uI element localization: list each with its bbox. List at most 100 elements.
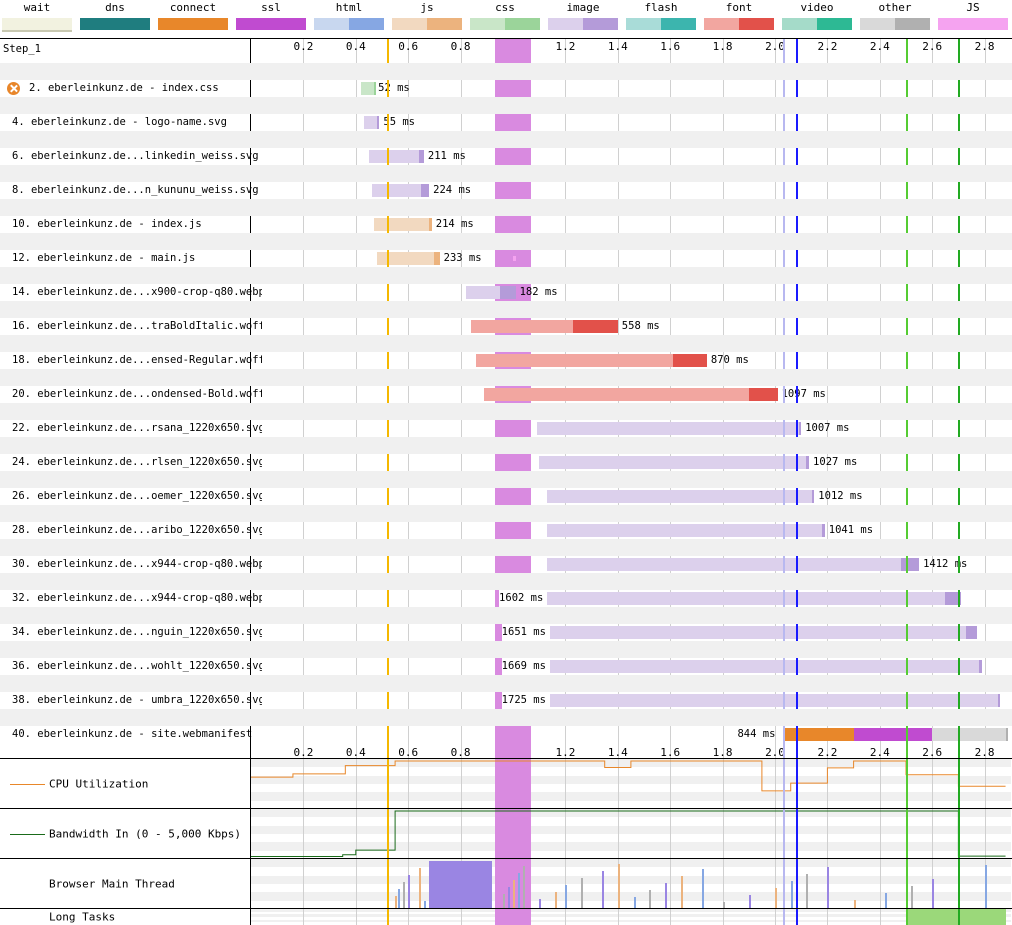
main-thread-spike bbox=[649, 890, 652, 909]
gridline bbox=[879, 809, 881, 859]
dom-content-loaded-marker bbox=[795, 859, 798, 909]
request-label[interactable]: 6. eberleinkunz.de...linkedin_weiss.svg bbox=[12, 150, 259, 162]
gridline bbox=[565, 909, 567, 925]
row-background bbox=[0, 573, 1012, 590]
legend-swatch bbox=[548, 18, 618, 30]
axis-tick-top: 0.8 bbox=[450, 40, 471, 53]
request-label[interactable]: 16. eberleinkunz.de...traBoldItalic.woff bbox=[12, 320, 262, 332]
main-thread-spike bbox=[565, 885, 568, 909]
legend-swatch bbox=[314, 18, 384, 30]
main-thread-spike bbox=[932, 879, 935, 909]
request-label[interactable]: 24. eberleinkunz.de...rlsen_1220x650.svg bbox=[12, 456, 262, 468]
gridline bbox=[617, 809, 619, 859]
main-thread-spike bbox=[617, 864, 620, 909]
gridline bbox=[984, 809, 986, 859]
axis-tick-top: 0.4 bbox=[345, 40, 366, 53]
gridline bbox=[722, 809, 724, 859]
gridline bbox=[355, 859, 357, 909]
request-bar-wait bbox=[476, 354, 673, 367]
request-label[interactable]: 2. eberleinkunz.de - index.css bbox=[29, 82, 219, 94]
request-duration: 1097 ms bbox=[781, 388, 826, 400]
main-thread-spike bbox=[911, 886, 914, 909]
request-bar-wait bbox=[536, 422, 799, 435]
legend-swatch-left bbox=[80, 18, 115, 30]
request-bar-wait bbox=[465, 286, 500, 299]
panel-band bbox=[251, 775, 1011, 784]
request-label[interactable]: 10. eberleinkunz.de - index.js bbox=[12, 218, 202, 230]
gridline bbox=[408, 909, 410, 925]
gridline bbox=[617, 759, 619, 809]
main-thread-spike bbox=[664, 883, 667, 909]
request-label[interactable]: 40. eberleinkunz.de - site.webmanifest bbox=[12, 728, 253, 740]
request-label[interactable]: 38. eberleinkunz.de - umbra_1220x650.svg bbox=[12, 694, 262, 706]
gridline bbox=[617, 909, 619, 925]
main-thread-spike bbox=[581, 878, 584, 909]
panel-band bbox=[251, 914, 1011, 917]
request-bar-download bbox=[434, 252, 440, 265]
gridline bbox=[303, 759, 305, 809]
on-load-marker bbox=[906, 859, 908, 909]
request-label[interactable]: 30. eberleinkunz.de...x944-crop-q80.webp bbox=[12, 558, 262, 570]
request-bar-wait bbox=[549, 694, 998, 707]
main-thread-spike bbox=[402, 882, 405, 909]
request-bar-download bbox=[979, 660, 982, 673]
request-label[interactable]: 26. eberleinkunz.de...oemer_1220x650.svg bbox=[12, 490, 262, 502]
gridline bbox=[670, 859, 672, 909]
request-bar-wait bbox=[376, 252, 435, 265]
axis-tick-bottom: 0.2 bbox=[293, 746, 314, 759]
request-label[interactable]: 14. eberleinkunz.de...x900-crop-q80.webp bbox=[12, 286, 262, 298]
legend-swatch-right bbox=[349, 18, 384, 30]
request-bar-download bbox=[1005, 728, 1008, 741]
request-label[interactable]: 34. eberleinkunz.de...nguin_1220x650.svg bbox=[12, 626, 262, 638]
request-label[interactable]: 12. eberleinkunz.de - main.js bbox=[12, 252, 196, 264]
main-thread-spike bbox=[518, 873, 521, 909]
main-thread-spike bbox=[502, 894, 505, 909]
on-load-marker bbox=[906, 39, 908, 759]
request-label[interactable]: 8. eberleinkunz.de...n_kununu_weiss.svg bbox=[12, 184, 259, 196]
legend-item-html: html bbox=[314, 0, 384, 30]
main-thread-spike bbox=[806, 874, 809, 909]
row-background bbox=[0, 165, 1012, 182]
document-complete-marker bbox=[958, 859, 961, 909]
main-thread-spike bbox=[790, 881, 793, 909]
legend-item-connect: connect bbox=[158, 0, 228, 30]
row-background bbox=[0, 505, 1012, 522]
gridline bbox=[879, 909, 881, 925]
main-thread-spike bbox=[602, 871, 605, 909]
panel-band bbox=[251, 825, 1011, 834]
legend-swatch bbox=[80, 18, 150, 30]
gridline bbox=[670, 909, 672, 925]
main-thread-spike bbox=[418, 868, 421, 909]
main-thread-activity bbox=[429, 861, 493, 909]
legend-item-other: other bbox=[860, 0, 930, 30]
request-label[interactable]: 20. eberleinkunz.de...ondensed-Bold.woff bbox=[12, 388, 262, 400]
legend-item-dns: dns bbox=[80, 0, 150, 30]
request-bar-download bbox=[499, 286, 516, 299]
waterfall-chart: Step_11. eberleinkunz.de - /2. eberleink… bbox=[0, 38, 1012, 759]
legend-label: flash bbox=[644, 1, 678, 14]
gridline bbox=[565, 809, 567, 859]
legend-label: html bbox=[335, 1, 363, 14]
request-label[interactable]: 4. eberleinkunz.de - logo-name.svg bbox=[12, 116, 227, 128]
request-label[interactable]: 36. eberleinkunz.de...wohlt_1220x650.svg bbox=[12, 660, 262, 672]
request-bar-connection bbox=[785, 728, 854, 741]
gridline bbox=[670, 809, 672, 859]
request-label[interactable]: 28. eberleinkunz.de...aribo_1220x650.svg bbox=[12, 524, 262, 536]
main-thread-spike bbox=[554, 892, 557, 909]
request-label[interactable]: 32. eberleinkunz.de...x944-crop-q80.webp bbox=[12, 592, 262, 604]
legend-swatch bbox=[860, 18, 930, 30]
request-label[interactable]: 18. eberleinkunz.de...ensed-Regular.woff bbox=[12, 354, 262, 366]
gridline bbox=[303, 39, 305, 759]
row-background bbox=[0, 97, 1012, 114]
panel-plot bbox=[251, 809, 1011, 859]
request-label[interactable]: 22. eberleinkunz.de...rsana_1220x650.svg bbox=[12, 422, 262, 434]
row-background bbox=[0, 199, 1012, 216]
main-thread-spike bbox=[539, 899, 542, 909]
request-duration: 1027 ms bbox=[813, 456, 858, 468]
gridline bbox=[722, 759, 724, 809]
row-background bbox=[0, 675, 1012, 692]
dom-interactive-marker bbox=[782, 809, 785, 859]
axis-tick-bottom: 2.0 bbox=[765, 746, 785, 759]
row-background bbox=[0, 709, 1012, 726]
dom-content-loaded-marker bbox=[795, 809, 798, 859]
